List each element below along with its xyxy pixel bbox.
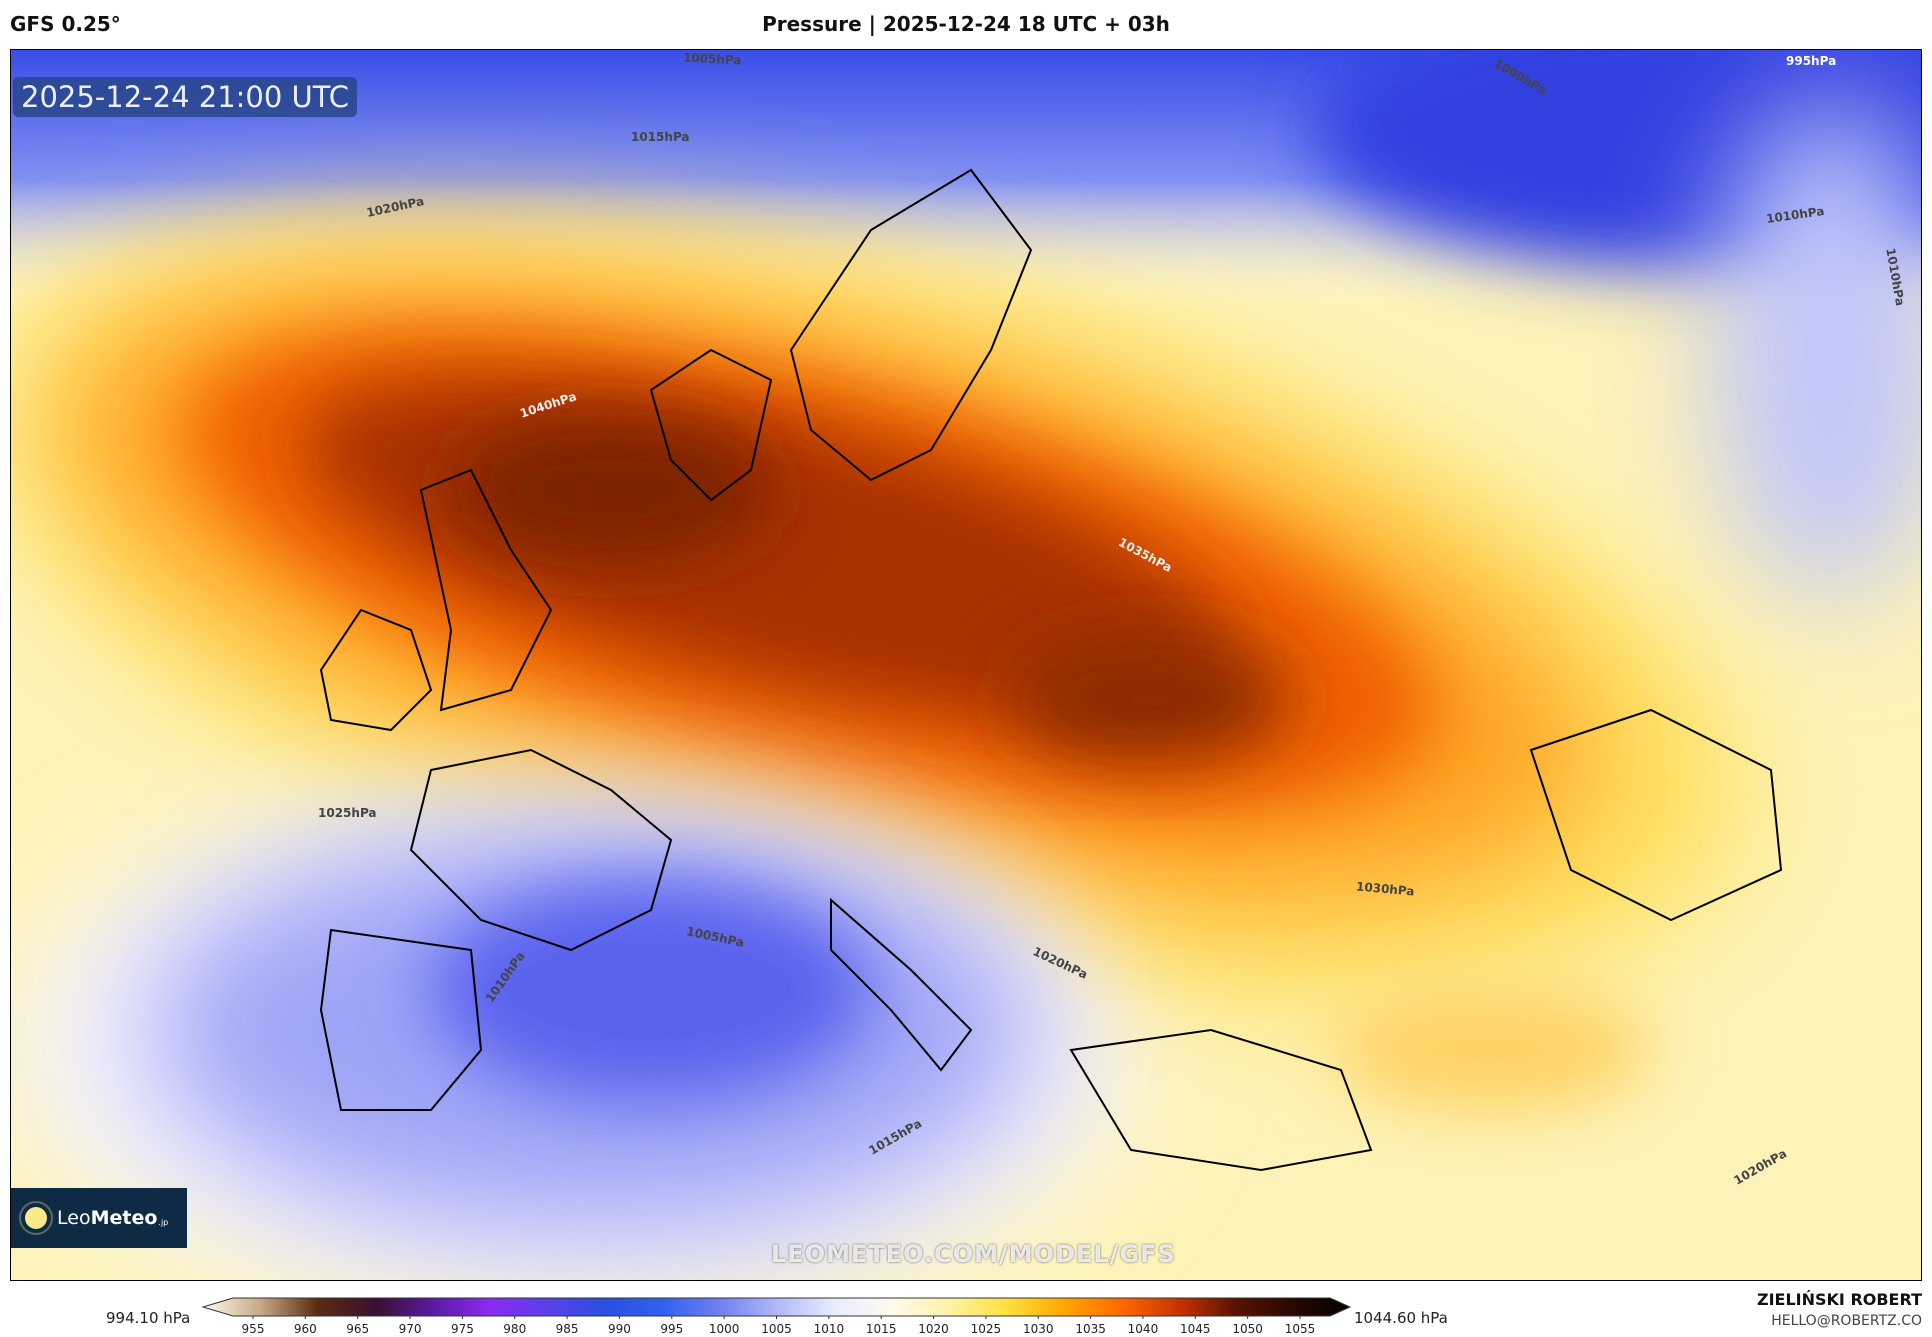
colorbar-tick-label: 970 — [398, 1322, 422, 1336]
colorbar-tick-label: 1040 — [1127, 1322, 1159, 1336]
colorbar-tick-label: 1030 — [1022, 1322, 1054, 1336]
colorbar-tick-label: 990 — [607, 1322, 631, 1336]
colorbar-tick-label: 980 — [503, 1322, 527, 1336]
watermark-url: LEOMETEO.COM/MODEL/GFS — [771, 1240, 1176, 1268]
colorbar-gradient — [201, 1297, 1352, 1317]
leometeo-logo[interactable]: Leo Meteo .jp — [11, 1188, 187, 1248]
colorbar — [201, 1297, 1352, 1319]
colorbar-tick-label: 975 — [450, 1322, 474, 1336]
colorbar-tick-label: 960 — [293, 1322, 317, 1336]
sun-icon — [25, 1207, 47, 1229]
contour-label: 1015hPa — [631, 130, 690, 144]
colorbar-tick-label: 1035 — [1075, 1322, 1106, 1336]
colorbar-tick-label: 1025 — [970, 1322, 1002, 1336]
colorbar-tick-label: 1045 — [1180, 1322, 1211, 1336]
contour-label: 995hPa — [1786, 54, 1837, 68]
author-name: ZIELIŃSKI ROBERT — [1756, 1290, 1922, 1309]
colorbar-tick-label: 1055 — [1284, 1322, 1316, 1336]
colorbar-tick-label: 995 — [660, 1322, 684, 1336]
colorbar-tick-label: 1000 — [708, 1322, 740, 1336]
author-email: HELLO@ROBERTZ.CO — [1771, 1313, 1922, 1329]
colorbar-tick-label: 1050 — [1232, 1322, 1263, 1336]
pressure-map[interactable]: 2025-12-24 21:00 UTC 1005hPa 1000hPa 995… — [10, 49, 1922, 1281]
model-label: GFS 0.25° — [10, 12, 121, 36]
valid-time-badge: 2025-12-24 21:00 UTC — [13, 77, 358, 117]
colorbar-tick-label: 1015 — [865, 1322, 897, 1336]
contour-label: 1005hPa — [682, 50, 742, 68]
coastlines — [319, 168, 1783, 1172]
colorbar-tick-label: 1010 — [813, 1322, 845, 1336]
chart-title: Pressure | 2025-12-24 18 UTC + 03h — [762, 12, 1170, 36]
colorbar-tick-label: 1020 — [918, 1322, 949, 1336]
colorbar-min-label: 994.10 hPa — [106, 1309, 191, 1327]
pressure-field — [11, 50, 1921, 1280]
colorbar-max-label: 1044.60 hPa — [1354, 1309, 1448, 1327]
colorbar-tick-label: 1005 — [761, 1322, 792, 1336]
colorbar-tick-label: 985 — [555, 1322, 579, 1336]
colorbar-tick-label: 955 — [241, 1322, 265, 1336]
contour-label: 1025hPa — [318, 806, 377, 820]
colorbar-tick-label: 965 — [346, 1322, 370, 1336]
